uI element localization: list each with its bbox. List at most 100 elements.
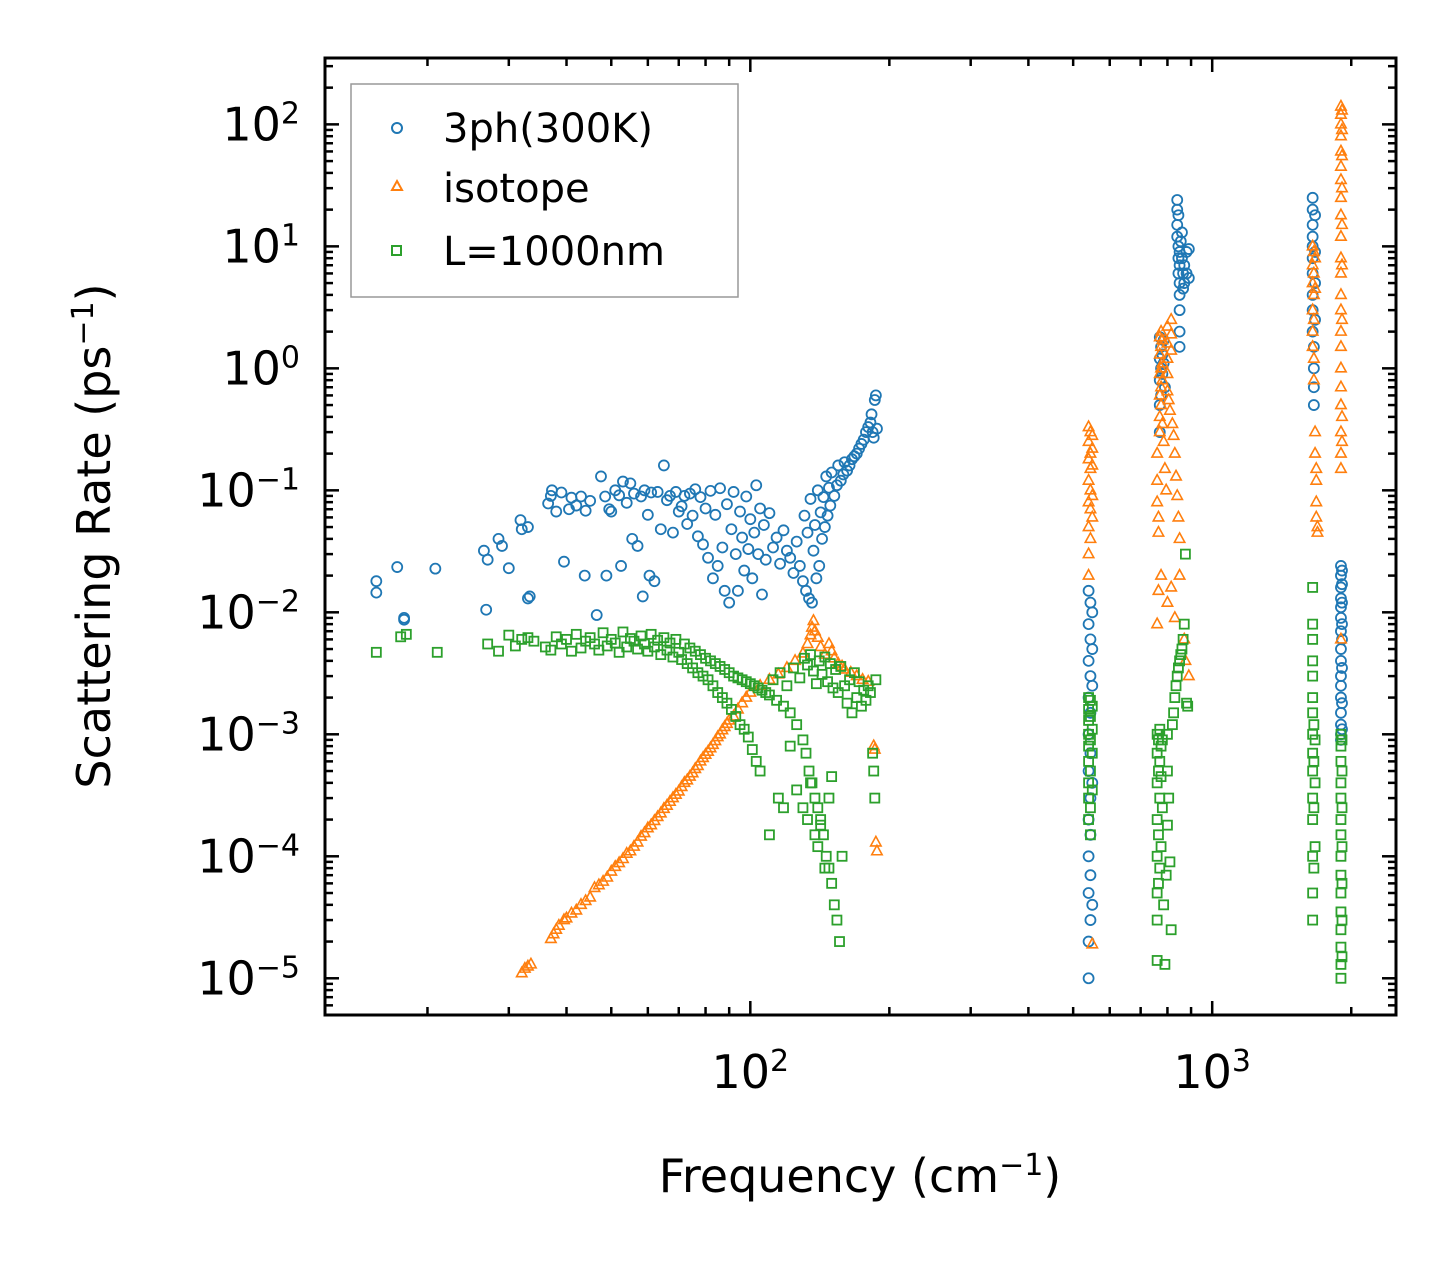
y-tick-label: 10−4 — [197, 828, 300, 884]
data-point — [667, 526, 679, 539]
data-point — [1335, 122, 1349, 135]
data-point — [617, 475, 629, 488]
data-point — [825, 643, 839, 656]
data-point — [814, 506, 827, 519]
data-point — [1083, 501, 1097, 514]
data-point — [1173, 662, 1184, 674]
data-point — [826, 877, 838, 889]
data-point — [584, 494, 597, 507]
data-point — [774, 667, 786, 679]
data-point — [1307, 312, 1321, 325]
data-point — [1336, 877, 1348, 889]
data-point — [810, 572, 823, 585]
data-point — [1151, 814, 1163, 825]
data-point — [1336, 765, 1348, 777]
data-point — [522, 632, 534, 644]
data-point — [807, 544, 820, 557]
data-point — [1308, 445, 1322, 458]
data-point — [688, 761, 702, 774]
data-point — [756, 588, 768, 601]
data-point — [516, 633, 528, 645]
data-point — [787, 567, 800, 579]
data-point — [1085, 488, 1099, 501]
data-point — [1309, 734, 1321, 746]
data-point — [1307, 265, 1321, 278]
data-point — [1336, 578, 1348, 591]
data-point — [800, 747, 812, 759]
data-point — [652, 634, 664, 646]
data-point — [1310, 519, 1325, 532]
data-point — [781, 680, 793, 692]
data-point — [797, 802, 809, 814]
data-point — [736, 531, 749, 544]
data-point — [493, 645, 504, 657]
data-point — [797, 734, 809, 746]
data-point — [636, 590, 649, 603]
data-point — [592, 877, 606, 890]
data-point — [1159, 381, 1171, 394]
data-point — [651, 486, 664, 498]
data-point — [1180, 246, 1193, 258]
data-point — [791, 719, 803, 731]
data-point — [813, 560, 826, 572]
data-point — [1150, 494, 1164, 507]
data-point — [709, 508, 722, 521]
data-point — [1151, 509, 1166, 522]
data-point — [800, 636, 815, 649]
legend-label-3ph: 3ph(300K) — [443, 106, 653, 152]
data-point — [754, 502, 766, 515]
data-point — [603, 503, 616, 516]
data-point — [634, 828, 648, 841]
data-point — [370, 586, 383, 599]
data-point — [558, 555, 570, 568]
data-point — [678, 490, 691, 502]
data-point — [1082, 519, 1096, 532]
data-point — [431, 646, 443, 658]
data-point — [823, 481, 835, 494]
data-point — [809, 829, 821, 841]
data-point — [1306, 191, 1319, 204]
data-point — [1153, 329, 1167, 342]
data-point — [620, 496, 633, 509]
data-point — [1085, 734, 1096, 746]
data-point — [1334, 323, 1348, 336]
data-point — [711, 560, 724, 572]
data-point — [750, 479, 763, 492]
data-point — [673, 646, 685, 658]
data-point — [1309, 461, 1323, 474]
data-point — [1308, 424, 1322, 437]
data-point — [1334, 424, 1348, 437]
data-point — [788, 662, 799, 674]
y-axis-label: Scattering Rate (ps−1) — [66, 283, 122, 788]
data-point — [777, 524, 790, 537]
data-point — [1307, 618, 1319, 630]
data-point — [835, 661, 847, 672]
data-point — [812, 841, 824, 853]
data-point — [675, 500, 688, 513]
data-point — [1162, 765, 1173, 777]
data-point — [1173, 325, 1186, 338]
data-point — [1084, 869, 1097, 882]
data-point — [1335, 654, 1347, 667]
data-point — [648, 575, 661, 588]
data-point — [738, 564, 751, 577]
data-point — [574, 897, 588, 910]
data-point — [754, 765, 766, 777]
data-point — [1335, 972, 1347, 984]
data-point — [727, 486, 740, 498]
data-point — [657, 801, 671, 814]
data-point — [480, 603, 493, 616]
data-point — [1155, 771, 1167, 783]
data-point — [1153, 424, 1167, 437]
data-point — [1309, 209, 1321, 222]
data-point — [1178, 618, 1190, 630]
data-point — [1173, 531, 1187, 544]
data-point — [1306, 302, 1320, 315]
data-point — [784, 551, 797, 564]
data-point — [721, 498, 733, 511]
data-point — [1334, 360, 1348, 373]
series-2 — [370, 548, 1348, 984]
data-point — [620, 846, 634, 859]
data-point — [1310, 524, 1325, 537]
data-point — [1334, 339, 1348, 352]
